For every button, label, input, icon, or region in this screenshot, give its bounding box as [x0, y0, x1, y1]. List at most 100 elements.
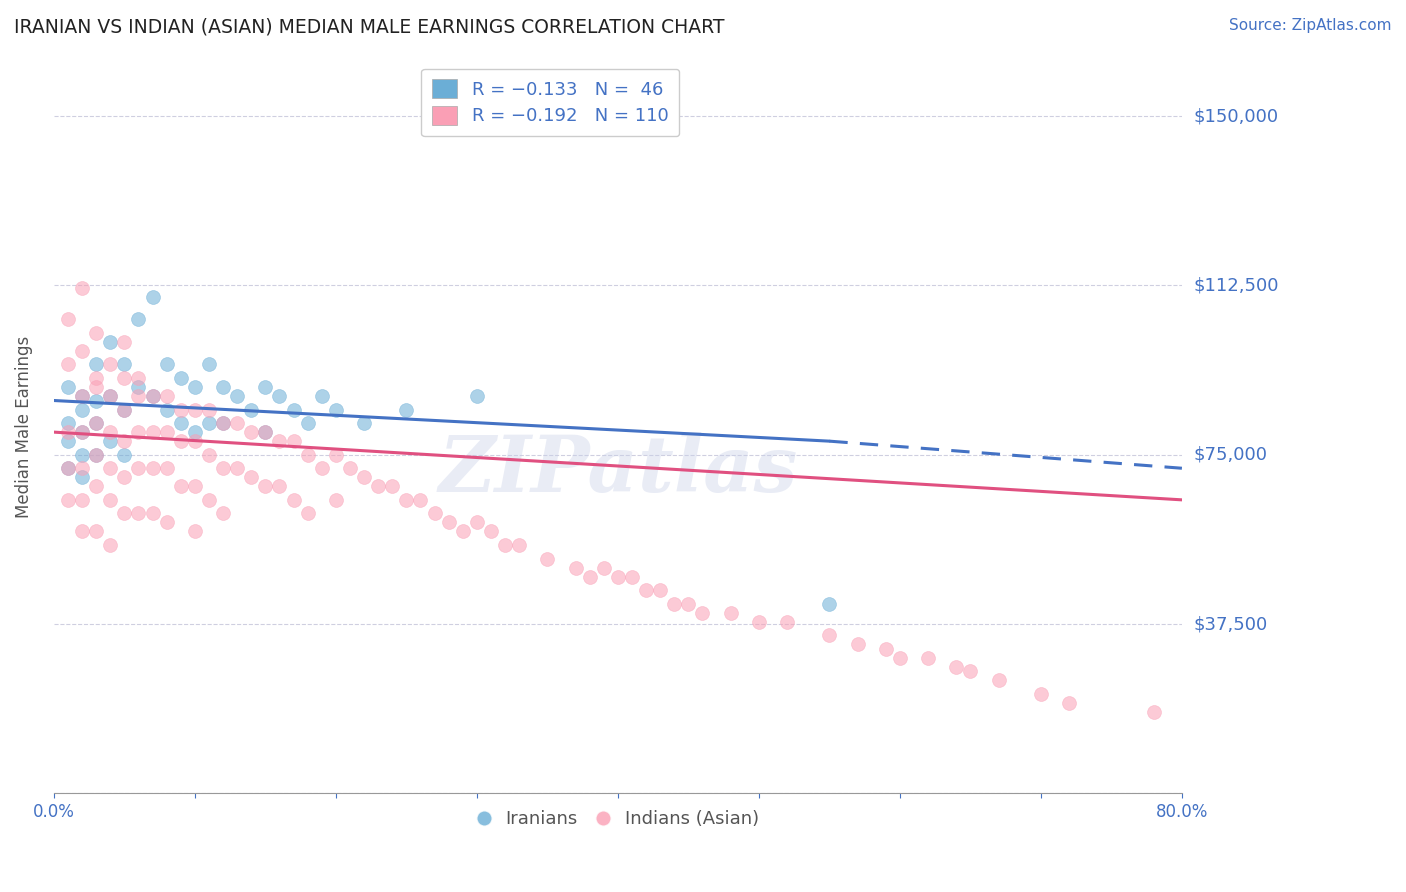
Point: [170, 479, 193, 493]
Point: [84, 479, 107, 493]
Point: [112, 371, 135, 385]
Point: [283, 402, 305, 417]
Point: [198, 402, 221, 417]
Point: [297, 416, 319, 430]
Point: [465, 516, 488, 530]
Point: [84, 393, 107, 408]
Point: [297, 448, 319, 462]
Point: [170, 402, 193, 417]
Point: [776, 615, 799, 629]
Point: [269, 479, 291, 493]
Point: [84, 326, 107, 340]
Point: [156, 425, 179, 439]
Point: [141, 389, 163, 403]
Point: [269, 434, 291, 449]
Point: [127, 380, 149, 394]
Point: [987, 673, 1010, 688]
Point: [212, 461, 235, 475]
Point: [156, 389, 179, 403]
Point: [84, 448, 107, 462]
Point: [423, 507, 446, 521]
Point: [156, 461, 179, 475]
Point: [678, 597, 700, 611]
Point: [254, 425, 277, 439]
Text: ZIPatlas: ZIPatlas: [439, 433, 797, 508]
Point: [56, 312, 79, 326]
Point: [84, 416, 107, 430]
Point: [1029, 687, 1052, 701]
Point: [818, 597, 841, 611]
Point: [56, 492, 79, 507]
Point: [56, 358, 79, 372]
Point: [141, 461, 163, 475]
Point: [283, 434, 305, 449]
Point: [127, 371, 149, 385]
Point: [1143, 705, 1166, 719]
Point: [748, 615, 770, 629]
Point: [112, 470, 135, 484]
Point: [98, 425, 121, 439]
Text: Source: ZipAtlas.com: Source: ZipAtlas.com: [1229, 18, 1392, 33]
Point: [70, 524, 93, 539]
Point: [84, 448, 107, 462]
Y-axis label: Median Male Earnings: Median Male Earnings: [15, 335, 32, 517]
Point: [56, 461, 79, 475]
Point: [198, 358, 221, 372]
Point: [212, 416, 235, 430]
Point: [112, 402, 135, 417]
Point: [184, 524, 207, 539]
Point: [112, 402, 135, 417]
Point: [98, 461, 121, 475]
Point: [56, 425, 79, 439]
Point: [127, 425, 149, 439]
Point: [170, 416, 193, 430]
Text: $150,000: $150,000: [1194, 107, 1278, 125]
Point: [70, 425, 93, 439]
Point: [945, 660, 967, 674]
Point: [254, 425, 277, 439]
Point: [98, 389, 121, 403]
Point: [311, 461, 333, 475]
Point: [692, 606, 714, 620]
Point: [184, 434, 207, 449]
Point: [959, 665, 981, 679]
Point: [592, 560, 614, 574]
Point: [226, 461, 249, 475]
Point: [112, 448, 135, 462]
Point: [98, 389, 121, 403]
Point: [184, 479, 207, 493]
Point: [254, 380, 277, 394]
Point: [70, 343, 93, 358]
Point: [184, 425, 207, 439]
Point: [240, 470, 263, 484]
Point: [578, 569, 600, 583]
Point: [56, 416, 79, 430]
Point: [620, 569, 643, 583]
Point: [325, 492, 347, 507]
Point: [98, 358, 121, 372]
Point: [84, 380, 107, 394]
Point: [254, 479, 277, 493]
Point: [70, 470, 93, 484]
Point: [98, 492, 121, 507]
Point: [353, 416, 375, 430]
Point: [311, 389, 333, 403]
Point: [381, 479, 404, 493]
Point: [170, 371, 193, 385]
Point: [70, 448, 93, 462]
Point: [325, 402, 347, 417]
Point: [98, 334, 121, 349]
Point: [184, 402, 207, 417]
Point: [479, 524, 502, 539]
Point: [536, 551, 558, 566]
Point: [664, 597, 686, 611]
Point: [70, 389, 93, 403]
Point: [56, 380, 79, 394]
Point: [70, 425, 93, 439]
Legend: Iranians, Indians (Asian): Iranians, Indians (Asian): [470, 803, 766, 836]
Point: [889, 651, 911, 665]
Point: [84, 371, 107, 385]
Point: [56, 461, 79, 475]
Point: [240, 402, 263, 417]
Point: [451, 524, 474, 539]
